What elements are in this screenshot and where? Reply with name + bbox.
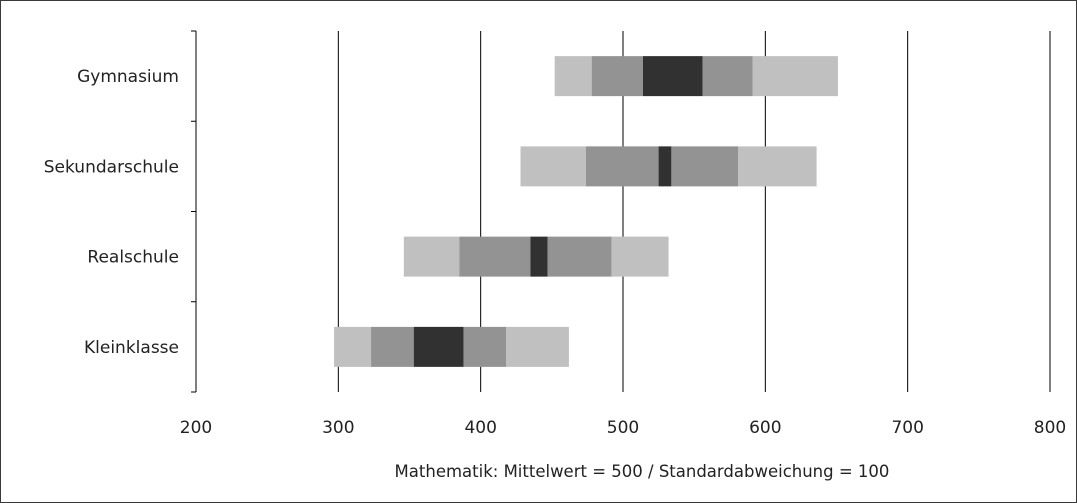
category-label: Sekundarschule xyxy=(44,157,179,177)
category-label: Realschule xyxy=(87,248,179,268)
band-segment-center xyxy=(642,56,703,97)
band-segment-inner-low xyxy=(585,146,659,187)
band-gymnasium xyxy=(554,56,838,97)
band-segment-center xyxy=(530,236,548,277)
band-segment-outer-low xyxy=(334,326,372,367)
band-segment-inner-high xyxy=(463,326,507,367)
band-segment-inner-high xyxy=(547,236,612,277)
band-realschule xyxy=(403,236,669,277)
band-segment-inner-high xyxy=(671,146,739,187)
x-tick-labels: 200 300 400 500 600 700 800 xyxy=(180,418,1066,438)
category-labels: Gymnasium Sekundarschule Realschule Kleinkl… xyxy=(44,67,179,358)
band-segment-outer-high xyxy=(611,236,669,277)
category-label: Kleinklasse xyxy=(84,338,179,358)
band-kleinklasse xyxy=(334,326,569,367)
x-axis-title: Mathematik: Mittelwert = 500 / Standarda… xyxy=(395,462,890,481)
y-axis xyxy=(191,30,197,393)
x-tick-label: 700 xyxy=(891,418,923,438)
band-segment-inner-low xyxy=(371,326,414,367)
band-segment-outer-low xyxy=(520,146,586,187)
band-segment-outer-high xyxy=(506,326,569,367)
band-segment-outer-low xyxy=(403,236,460,277)
bands xyxy=(334,56,838,367)
band-segment-outer-high xyxy=(738,146,817,187)
x-tick-label: 300 xyxy=(322,418,354,438)
band-segment-inner-low xyxy=(459,236,531,277)
x-tick-label: 400 xyxy=(464,418,496,438)
band-segment-outer-high xyxy=(752,56,838,97)
x-tick-label: 500 xyxy=(607,418,639,438)
band-segment-inner-high xyxy=(702,56,753,97)
band-sekundarschule xyxy=(520,146,817,187)
x-tick-label: 800 xyxy=(1034,418,1066,438)
band-segment-center xyxy=(413,326,464,367)
category-label: Gymnasium xyxy=(77,67,179,87)
x-tick-label: 200 xyxy=(180,418,212,438)
band-segment-outer-low xyxy=(554,56,592,97)
band-segment-inner-low xyxy=(591,56,643,97)
x-tick-label: 600 xyxy=(749,418,781,438)
band-segment-center xyxy=(658,146,672,187)
